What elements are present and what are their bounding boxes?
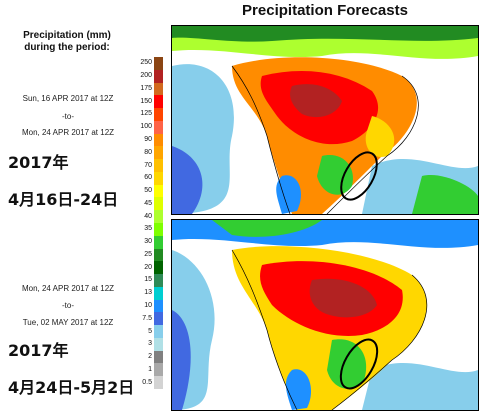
legend-title: Precipitation (mm) during the period: — [2, 30, 132, 54]
period1-to: -to- — [62, 112, 74, 121]
period1-start: Sun, 16 APR 2017 at 12Z — [22, 94, 114, 103]
scale-label: 200 — [140, 72, 152, 80]
scale-label: 80 — [144, 148, 152, 156]
scale-label: 35 — [144, 225, 152, 233]
scale-swatch — [154, 210, 163, 223]
scale-swatch — [154, 223, 163, 236]
scale-label: 10 — [144, 302, 152, 309]
period2-end: Tue, 02 MAY 2017 at 12Z — [22, 318, 114, 327]
scale-label: 60 — [144, 174, 152, 182]
scale-label: 90 — [144, 136, 152, 143]
scale-swatch — [154, 82, 163, 96]
scale-swatch — [154, 325, 163, 338]
scale-swatch — [154, 69, 163, 83]
scale-swatch — [154, 133, 163, 147]
scale-swatch — [154, 235, 163, 249]
scale-label: 100 — [140, 123, 152, 131]
scale-label: 20 — [144, 263, 152, 271]
scale-label: 3 — [148, 340, 152, 348]
scale-swatch — [154, 286, 163, 300]
scale-label: 125 — [140, 110, 152, 118]
period1-cn-year: 2017年 — [8, 153, 69, 172]
scale-swatch — [154, 299, 163, 313]
legend-title-line1: Precipitation (mm) — [23, 30, 111, 41]
scale-label: 5 — [148, 327, 152, 335]
scale-label: 40 — [144, 212, 152, 220]
scale-label: 175 — [140, 84, 152, 92]
scale-label: 13 — [144, 289, 152, 297]
scale-swatch — [154, 197, 163, 211]
scale-label: 7.5 — [142, 314, 152, 322]
period1-end: Mon, 24 APR 2017 at 12Z — [21, 128, 115, 137]
scale-swatch — [154, 261, 163, 275]
scale-label: 2 — [148, 353, 152, 361]
scale-swatch — [154, 184, 163, 198]
scale-swatch — [154, 146, 163, 160]
forecast-map-period2 — [171, 219, 479, 411]
scale-swatch — [154, 350, 163, 364]
scale-swatch — [154, 171, 163, 185]
period2-start: Mon, 24 APR 2017 at 12Z — [21, 284, 115, 293]
scale-label: 1 — [148, 365, 152, 373]
color-scale: 250 200 175 150 125 100 90 80 70 60 50 45 40 35 30 25 20… — [138, 57, 164, 389]
scale-label: 0.5 — [142, 378, 152, 386]
scale-swatch — [154, 57, 163, 70]
period2-to: -to- — [62, 301, 74, 310]
scale-swatch — [154, 120, 163, 134]
scale-label: 25 — [144, 250, 152, 258]
period2-cn-year: 2017年 — [8, 341, 69, 360]
scale-label: 45 — [144, 199, 152, 207]
period1-cn-range: 4月16日-24日 — [8, 190, 119, 209]
scale-swatch — [154, 95, 163, 109]
scale-label: 50 — [144, 187, 152, 195]
scale-swatch — [154, 248, 163, 262]
forecast-map-period1 — [171, 25, 479, 215]
scale-label: 70 — [144, 161, 152, 169]
scale-swatch — [154, 337, 163, 351]
scale-swatch — [154, 363, 163, 377]
legend-title-line2: during the period: — [24, 42, 110, 53]
page-title: Precipitation Forecasts — [242, 2, 408, 19]
scale-swatch — [154, 376, 163, 389]
scale-swatch — [154, 274, 163, 287]
scale-swatch — [154, 312, 163, 326]
period2-cn-range: 4月24日-5月2日 — [8, 378, 135, 397]
scale-label: 15 — [144, 276, 152, 284]
scale-label: 250 — [140, 59, 152, 67]
scale-swatch — [154, 108, 163, 121]
scale-swatch — [154, 159, 163, 172]
scale-label: 150 — [140, 97, 152, 105]
scale-label: 30 — [144, 238, 152, 246]
